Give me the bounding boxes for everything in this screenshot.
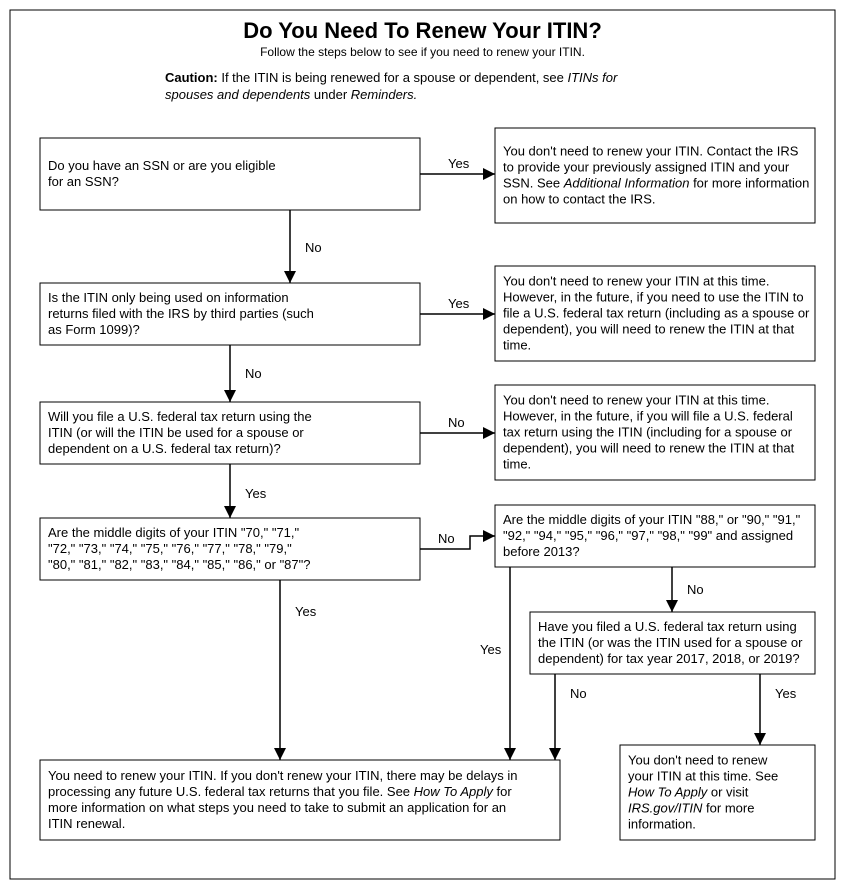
subtitle: Follow the steps below to see if you nee… bbox=[260, 45, 585, 59]
node-q6: Have you filed a U.S. federal tax return… bbox=[530, 612, 815, 674]
svg-text:the ITIN (or was the ITIN used: the ITIN (or was the ITIN used for a spo… bbox=[538, 635, 803, 650]
edge-label-4: No bbox=[448, 415, 465, 430]
svg-text:tax return using the ITIN (inc: tax return using the ITIN (including for… bbox=[503, 425, 793, 440]
edge-label-3: No bbox=[245, 366, 262, 381]
svg-text:as Form 1099)?: as Form 1099)? bbox=[48, 322, 140, 337]
caution-line-1: spouses and dependents under Reminders. bbox=[165, 87, 417, 102]
node-q3: Will you file a U.S. federal tax return … bbox=[40, 402, 420, 464]
svg-text:However, in the future, if you: However, in the future, if you will file… bbox=[503, 409, 793, 424]
svg-text:dependent), you will need to r: dependent), you will need to renew the I… bbox=[503, 322, 795, 337]
svg-text:However, in the future, if you: However, in the future, if you need to u… bbox=[503, 290, 804, 305]
edge-label-2: Yes bbox=[448, 296, 470, 311]
title: Do You Need To Renew Your ITIN? bbox=[243, 18, 602, 43]
node-rB: You don't need to renewyour ITIN at this… bbox=[620, 745, 815, 840]
svg-text:on how to contact the IRS.: on how to contact the IRS. bbox=[503, 192, 655, 207]
svg-text:You don't need to renew your I: You don't need to renew your ITIN at thi… bbox=[503, 274, 769, 289]
svg-text:information.: information. bbox=[628, 817, 696, 832]
svg-text:You don't need to renew your I: You don't need to renew your ITIN. Conta… bbox=[503, 144, 799, 159]
svg-text:Do you have an SSN or are you: Do you have an SSN or are you eligible bbox=[48, 158, 276, 173]
svg-text:your ITIN at this time. See: your ITIN at this time. See bbox=[628, 769, 778, 784]
svg-text:"92," "94," "95," "96," "97,": "92," "94," "95," "96," "97," "98," "99"… bbox=[503, 528, 793, 543]
node-q2: Is the ITIN only being used on informati… bbox=[40, 283, 420, 345]
svg-text:Are the middle digits of your: Are the middle digits of your ITIN "88,"… bbox=[503, 512, 801, 527]
svg-text:time.: time. bbox=[503, 457, 531, 472]
node-q1: Do you have an SSN or are you eligiblefo… bbox=[40, 138, 420, 210]
svg-text:before 2013?: before 2013? bbox=[503, 544, 580, 559]
edge-label-6: No bbox=[438, 531, 455, 546]
svg-text:returns filed with the IRS by: returns filed with the IRS by third part… bbox=[48, 306, 314, 321]
svg-text:dependent on a U.S. federal ta: dependent on a U.S. federal tax return)? bbox=[48, 441, 281, 456]
node-rA: You need to renew your ITIN. If you don'… bbox=[40, 760, 560, 840]
node-q4: Are the middle digits of your ITIN "70,"… bbox=[40, 518, 420, 580]
svg-text:file a U.S. federal tax return: file a U.S. federal tax return (includin… bbox=[503, 306, 810, 321]
svg-text:You don't need to renew your I: You don't need to renew your ITIN at thi… bbox=[503, 393, 769, 408]
svg-text:IRS.gov/ITIN for more: IRS.gov/ITIN for more bbox=[628, 801, 754, 816]
edge-label-9: No bbox=[687, 582, 704, 597]
svg-text:Are the middle digits of your: Are the middle digits of your ITIN "70,"… bbox=[48, 525, 300, 540]
svg-text:You don't need to renew: You don't need to renew bbox=[628, 753, 768, 768]
svg-text:processing any future U.S. fed: processing any future U.S. federal tax r… bbox=[48, 784, 512, 799]
node-q5: Are the middle digits of your ITIN "88,"… bbox=[495, 505, 815, 567]
edge-label-10: No bbox=[570, 686, 587, 701]
svg-text:ITIN (or will the ITIN be used: ITIN (or will the ITIN be used for a spo… bbox=[48, 425, 304, 440]
node-r3: You don't need to renew your ITIN at thi… bbox=[495, 385, 815, 480]
itin-flowchart: Do You Need To Renew Your ITIN? Follow th… bbox=[0, 0, 845, 889]
svg-text:How To Apply or visit: How To Apply or visit bbox=[628, 785, 749, 800]
svg-text:SSN. See Additional Informatio: SSN. See Additional Information for more… bbox=[503, 176, 809, 191]
svg-text:Will you file a U.S. federal t: Will you file a U.S. federal tax return … bbox=[48, 409, 312, 424]
edge-label-7: Yes bbox=[295, 604, 317, 619]
svg-text:time.: time. bbox=[503, 338, 531, 353]
svg-text:dependent), you will need to r: dependent), you will need to renew the I… bbox=[503, 441, 795, 456]
node-r1: You don't need to renew your ITIN. Conta… bbox=[495, 128, 815, 223]
svg-text:"72," "73," "74," "75," "76,": "72," "73," "74," "75," "76," "77," "78,… bbox=[48, 541, 292, 556]
svg-text:for an SSN?: for an SSN? bbox=[48, 174, 119, 189]
svg-text:Is the ITIN only being used on: Is the ITIN only being used on informati… bbox=[48, 290, 289, 305]
svg-text:more information on what steps: more information on what steps you need … bbox=[48, 800, 506, 815]
caution-line-0: Caution: If the ITIN is being renewed fo… bbox=[165, 70, 618, 85]
svg-text:ITIN renewal.: ITIN renewal. bbox=[48, 816, 125, 831]
edge-label-5: Yes bbox=[245, 486, 267, 501]
svg-text:"80," "81," "82," "83," "84,": "80," "81," "82," "83," "84," "85," "86,… bbox=[48, 557, 310, 572]
node-r2: You don't need to renew your ITIN at thi… bbox=[495, 266, 815, 361]
svg-text:Have you filed a U.S. federal: Have you filed a U.S. federal tax return… bbox=[538, 619, 797, 634]
edge-label-8: Yes bbox=[480, 642, 502, 657]
edge-label-0: Yes bbox=[448, 156, 470, 171]
edge-label-11: Yes bbox=[775, 686, 797, 701]
svg-text:to provide your previously ass: to provide your previously assigned ITIN… bbox=[503, 160, 790, 175]
edge-label-1: No bbox=[305, 240, 322, 255]
svg-text:dependent) for tax year 2017,: dependent) for tax year 2017, 2018, or 2… bbox=[538, 651, 800, 666]
svg-text:You need to renew your ITIN. I: You need to renew your ITIN. If you don'… bbox=[48, 768, 518, 783]
